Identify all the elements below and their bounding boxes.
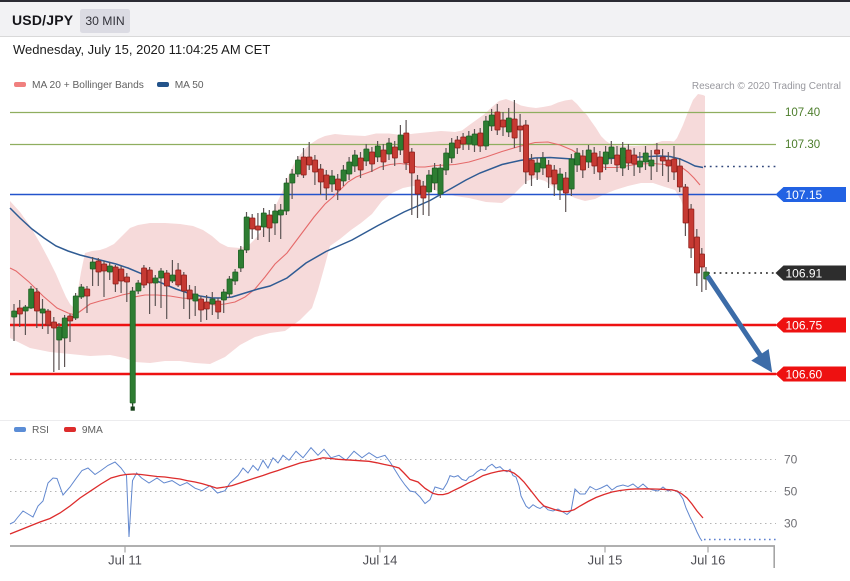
svg-text:Jul 15: Jul 15 xyxy=(588,553,623,568)
svg-text:Jul 14: Jul 14 xyxy=(363,553,398,568)
svg-text:107.15: 107.15 xyxy=(786,188,823,202)
svg-text:106.60: 106.60 xyxy=(786,367,823,381)
svg-text:106.91: 106.91 xyxy=(786,266,823,280)
svg-text:107.40: 107.40 xyxy=(785,107,820,119)
svg-text:Jul 11: Jul 11 xyxy=(108,553,142,568)
svg-text:30: 30 xyxy=(784,517,798,531)
svg-text:106.75: 106.75 xyxy=(786,318,823,332)
svg-text:Jul 16: Jul 16 xyxy=(691,553,726,568)
svg-text:50: 50 xyxy=(784,485,798,499)
svg-text:70: 70 xyxy=(784,453,798,467)
svg-text:107.30: 107.30 xyxy=(785,139,820,151)
